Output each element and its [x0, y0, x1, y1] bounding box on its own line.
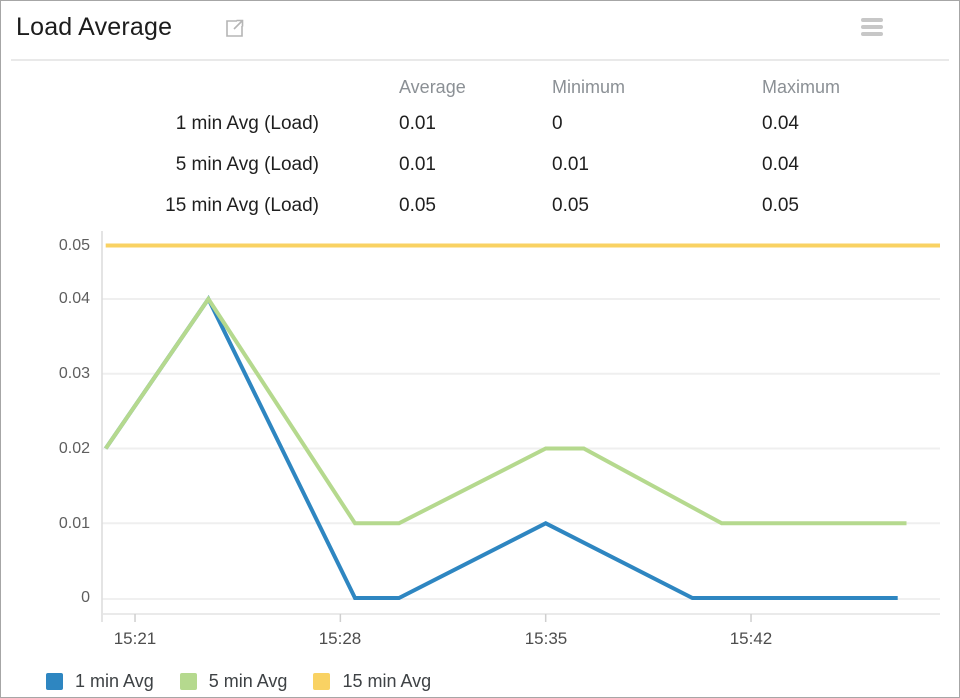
external-link-icon[interactable] [223, 17, 245, 39]
column-header-minimum: Minimum [552, 76, 626, 97]
x-axis-tick-label: 15:28 [318, 629, 362, 648]
column-header-average: Average [399, 76, 466, 97]
value-1min-minimum: 0 [552, 112, 563, 134]
header-divider [11, 59, 949, 61]
hamburger-bar [861, 32, 883, 36]
hamburger-bar [861, 18, 883, 22]
y-axis-tick-label: 0 [81, 589, 90, 606]
row-label-15min: 15 min Avg (Load) [165, 194, 319, 216]
value-5min-maximum: 0.04 [762, 153, 799, 175]
row-label-5min: 5 min Avg (Load) [175, 153, 319, 175]
legend-item-5min[interactable]: 5 min Avg [179, 671, 288, 692]
legend-label: 15 min Avg [342, 671, 432, 691]
legend-label: 5 min Avg [208, 671, 288, 691]
value-5min-average: 0.01 [399, 153, 436, 175]
value-15min-minimum: 0.05 [552, 194, 589, 216]
legend-item-15min[interactable]: 15 min Avg [313, 671, 431, 692]
series-line-1-min-avg [104, 295, 898, 600]
series-line-5-min-avg [104, 295, 907, 526]
value-5min-minimum: 0.01 [552, 153, 589, 175]
y-axis-tick-label: 0.01 [58, 515, 90, 532]
y-axis-tick-label: 0.05 [58, 237, 90, 254]
x-axis-tick-label: 15:42 [729, 629, 773, 648]
table-row: 1 min Avg (Load) 0.01 0 0.04 [1, 103, 959, 144]
x-axis-tick-label: 15:35 [524, 629, 568, 648]
y-axis-tick-label: 0.04 [58, 290, 90, 307]
hamburger-bar [861, 25, 883, 29]
summary-table: Average Minimum Maximum 1 min Avg (Load)… [1, 71, 959, 226]
table-row: 5 min Avg (Load) 0.01 0.01 0.04 [1, 144, 959, 185]
legend-swatch-1min [46, 673, 63, 690]
value-15min-maximum: 0.05 [762, 194, 799, 216]
value-1min-average: 0.01 [399, 112, 436, 134]
summary-header-row: Average Minimum Maximum [1, 71, 959, 103]
x-axis-tick-label: 15:21 [113, 629, 157, 648]
y-axis-tick-label: 0.02 [58, 440, 90, 457]
value-15min-average: 0.05 [399, 194, 436, 216]
column-header-maximum: Maximum [762, 76, 841, 97]
legend-swatch-5min [179, 673, 197, 690]
widget-header: Load Average [1, 1, 959, 61]
hamburger-menu-icon[interactable] [861, 18, 883, 36]
page-title: Load Average [16, 13, 173, 41]
table-row: 15 min Avg (Load) 0.05 0.05 0.05 [1, 185, 959, 226]
row-label-1min: 1 min Avg (Load) [175, 112, 319, 134]
y-axis-tick-label: 0.03 [58, 365, 90, 382]
chart-legend: 1 min Avg 5 min Avg 15 min Avg [46, 671, 431, 692]
value-1min-maximum: 0.04 [762, 112, 799, 134]
legend-item-1min[interactable]: 1 min Avg [46, 671, 154, 692]
legend-label: 1 min Avg [75, 671, 154, 691]
legend-swatch-15min [313, 673, 331, 690]
